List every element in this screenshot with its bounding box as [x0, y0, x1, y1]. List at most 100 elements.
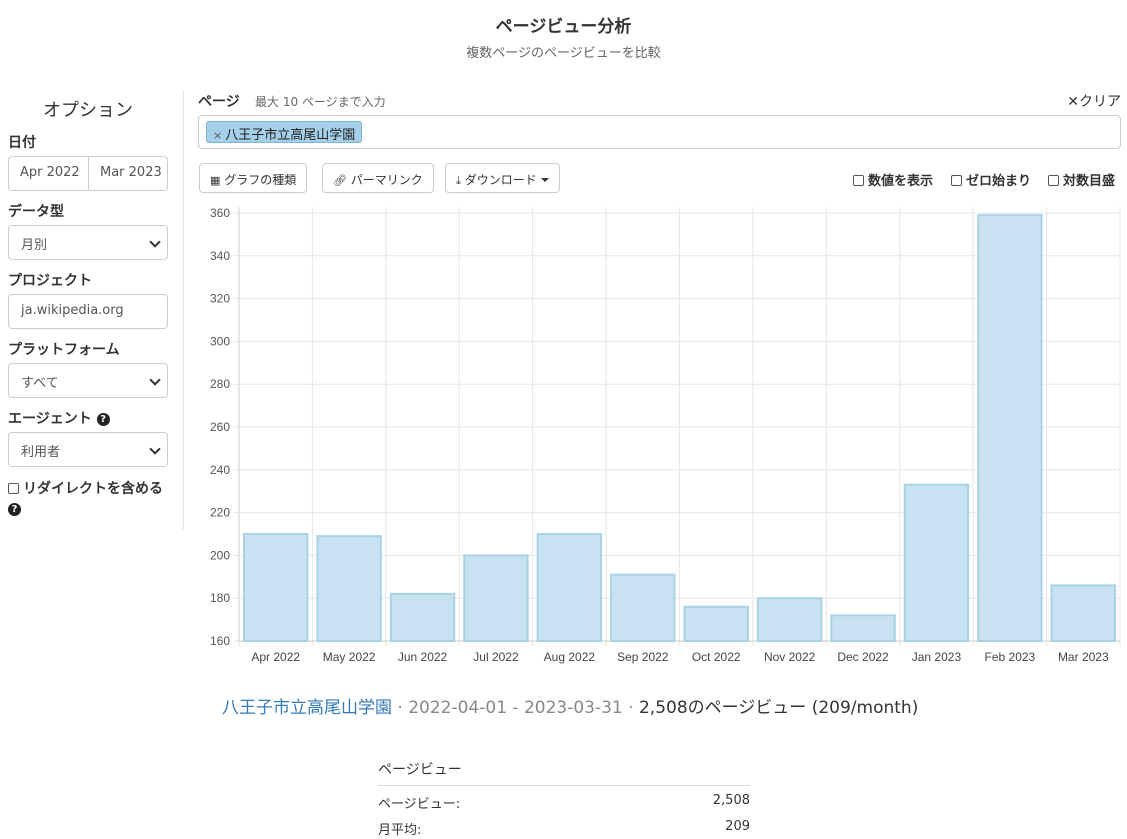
chevron-down-icon	[149, 443, 161, 455]
begin-at-zero-label: ゼロ始まり	[966, 174, 1032, 189]
chevron-down-icon	[149, 374, 161, 386]
page-tag-label: 八王子市立高尾山学園	[225, 128, 356, 143]
log-scale-label: 対数目盛	[1063, 174, 1116, 189]
date-end-input[interactable]: Mar 2023	[88, 156, 168, 191]
x-tick-label: May 2022	[323, 650, 376, 664]
y-tick-label: 160	[210, 634, 230, 648]
x-tick-label: Jun 2022	[398, 650, 448, 664]
x-tick-label: Jan 2023	[912, 650, 962, 664]
agent-label-row: エージェント ?	[8, 408, 110, 428]
stats-divider	[378, 785, 750, 786]
download-button[interactable]: ⤓ ダウンロード	[445, 163, 560, 193]
bar	[977, 214, 1043, 642]
data-type-select[interactable]: 月別	[8, 225, 168, 260]
x-tick-label: Mar 2023	[1058, 650, 1109, 664]
y-tick-label: 280	[210, 377, 230, 391]
bar	[903, 483, 970, 642]
bar	[536, 533, 603, 642]
page-subtitle: 複数ページのページビューを比較	[466, 46, 661, 61]
platform-label: プラットフォーム	[8, 342, 120, 358]
platform-select[interactable]: すべて	[8, 363, 168, 398]
chevron-down-icon	[149, 236, 161, 248]
grid-icon: ▦	[210, 174, 221, 187]
data-type-value: 月別	[21, 238, 48, 253]
pageviews-bar-chart: 160 180 200 220 240 260 280 300 320 340 360 Apr 202…	[210, 206, 1121, 664]
pages-hint: 最大 10 ページまで入力	[255, 95, 386, 109]
summary-range: 2022-04-01 - 2023-03-31	[408, 698, 623, 718]
y-tick-label: 200	[210, 548, 230, 562]
x-tick-label: Feb 2023	[985, 650, 1036, 664]
bar	[1050, 584, 1116, 642]
y-tick-label: 260	[210, 420, 230, 434]
log-scale-checkbox[interactable]	[1048, 175, 1059, 186]
bar	[389, 592, 456, 643]
bar	[683, 605, 749, 643]
y-tick-label: 300	[210, 334, 230, 348]
agent-label: エージェント	[8, 411, 92, 427]
close-icon: ✕	[1067, 94, 1079, 110]
pages-label: ページ	[198, 94, 240, 110]
stats-row-key: ページビュー:	[378, 797, 461, 812]
stats-row-key: 月平均:	[378, 823, 422, 838]
redirects-label: リダイレクトを含める	[23, 481, 163, 497]
y-tick-label: 220	[210, 506, 230, 520]
agent-select[interactable]: 利用者	[8, 432, 168, 467]
clear-label: クリア	[1079, 94, 1121, 110]
chart-type-button[interactable]: ▦ グラフの種類	[199, 163, 308, 193]
help-icon[interactable]: ?	[8, 503, 21, 516]
tag-remove-icon[interactable]: ×	[213, 129, 223, 142]
download-icon: ⤓	[456, 174, 461, 187]
bar	[243, 533, 309, 642]
project-input[interactable]: ja.wikipedia.org	[8, 294, 168, 329]
stats-row-value: 2,508	[712, 793, 750, 808]
bar	[610, 573, 676, 642]
x-tick-label: Jul 2022	[473, 650, 519, 664]
x-tick-label: Apr 2022	[251, 650, 300, 664]
show-values-label: 数値を表示	[868, 174, 934, 189]
bar	[756, 597, 823, 643]
pages-input[interactable]: × 八王子市立高尾山学園	[198, 115, 1121, 149]
summary-separator: ·	[628, 698, 639, 718]
bar	[463, 554, 529, 642]
sidebar-divider	[183, 90, 184, 530]
download-label: ダウンロード	[464, 173, 537, 187]
help-icon[interactable]: ?	[96, 413, 110, 426]
show-values-option[interactable]: 数値を表示	[853, 170, 933, 189]
page-tag[interactable]: × 八王子市立高尾山学園	[206, 121, 363, 143]
y-tick-label: 360	[210, 206, 230, 220]
x-tick-label: Aug 2022	[544, 650, 596, 664]
x-tick-label: Nov 2022	[764, 650, 816, 664]
data-type-label: データ型	[8, 204, 64, 220]
permalink-button[interactable]: 🔗︎ パーマリンク	[322, 163, 434, 193]
agent-value: 利用者	[21, 445, 61, 460]
bar	[316, 535, 382, 643]
x-tick-label: Oct 2022	[692, 650, 741, 664]
y-tick-label: 340	[210, 249, 230, 263]
stats-row-value: 209	[725, 819, 750, 834]
clear-button[interactable]: ✕クリア	[1067, 91, 1121, 111]
redirects-option: リダイレクトを含める ?	[8, 479, 178, 519]
project-label: プロジェクト	[8, 273, 92, 289]
date-label: 日付	[8, 135, 36, 151]
log-scale-option[interactable]: 対数目盛	[1048, 170, 1115, 189]
x-tick-label: Sep 2022	[617, 650, 669, 664]
y-tick-label: 320	[210, 292, 230, 306]
chart-type-label: グラフの種類	[224, 173, 297, 187]
begin-at-zero-checkbox[interactable]	[951, 175, 962, 186]
y-tick-label: 240	[210, 463, 230, 477]
caret-down-icon	[540, 178, 549, 182]
options-heading: オプション	[43, 100, 133, 121]
show-values-checkbox[interactable]	[853, 175, 864, 186]
summary-separator: ·	[397, 698, 409, 718]
summary-rate: (209/month)	[811, 698, 919, 718]
page-title: ページビュー分析	[495, 17, 632, 37]
summary-line: 八王子市立高尾山学園 · 2022-04-01 - 2023-03-31 · 2…	[222, 693, 918, 718]
summary-page-link[interactable]: 八王子市立高尾山学園	[222, 698, 392, 718]
y-tick-label: 180	[210, 591, 230, 605]
begin-at-zero-option[interactable]: ゼロ始まり	[951, 170, 1031, 189]
date-start-input[interactable]: Apr 2022	[8, 156, 89, 191]
x-tick-label: Dec 2022	[837, 650, 889, 664]
redirects-checkbox[interactable]	[8, 483, 19, 494]
link-icon: 🔗︎	[333, 174, 347, 187]
permalink-label: パーマリンク	[350, 173, 423, 187]
